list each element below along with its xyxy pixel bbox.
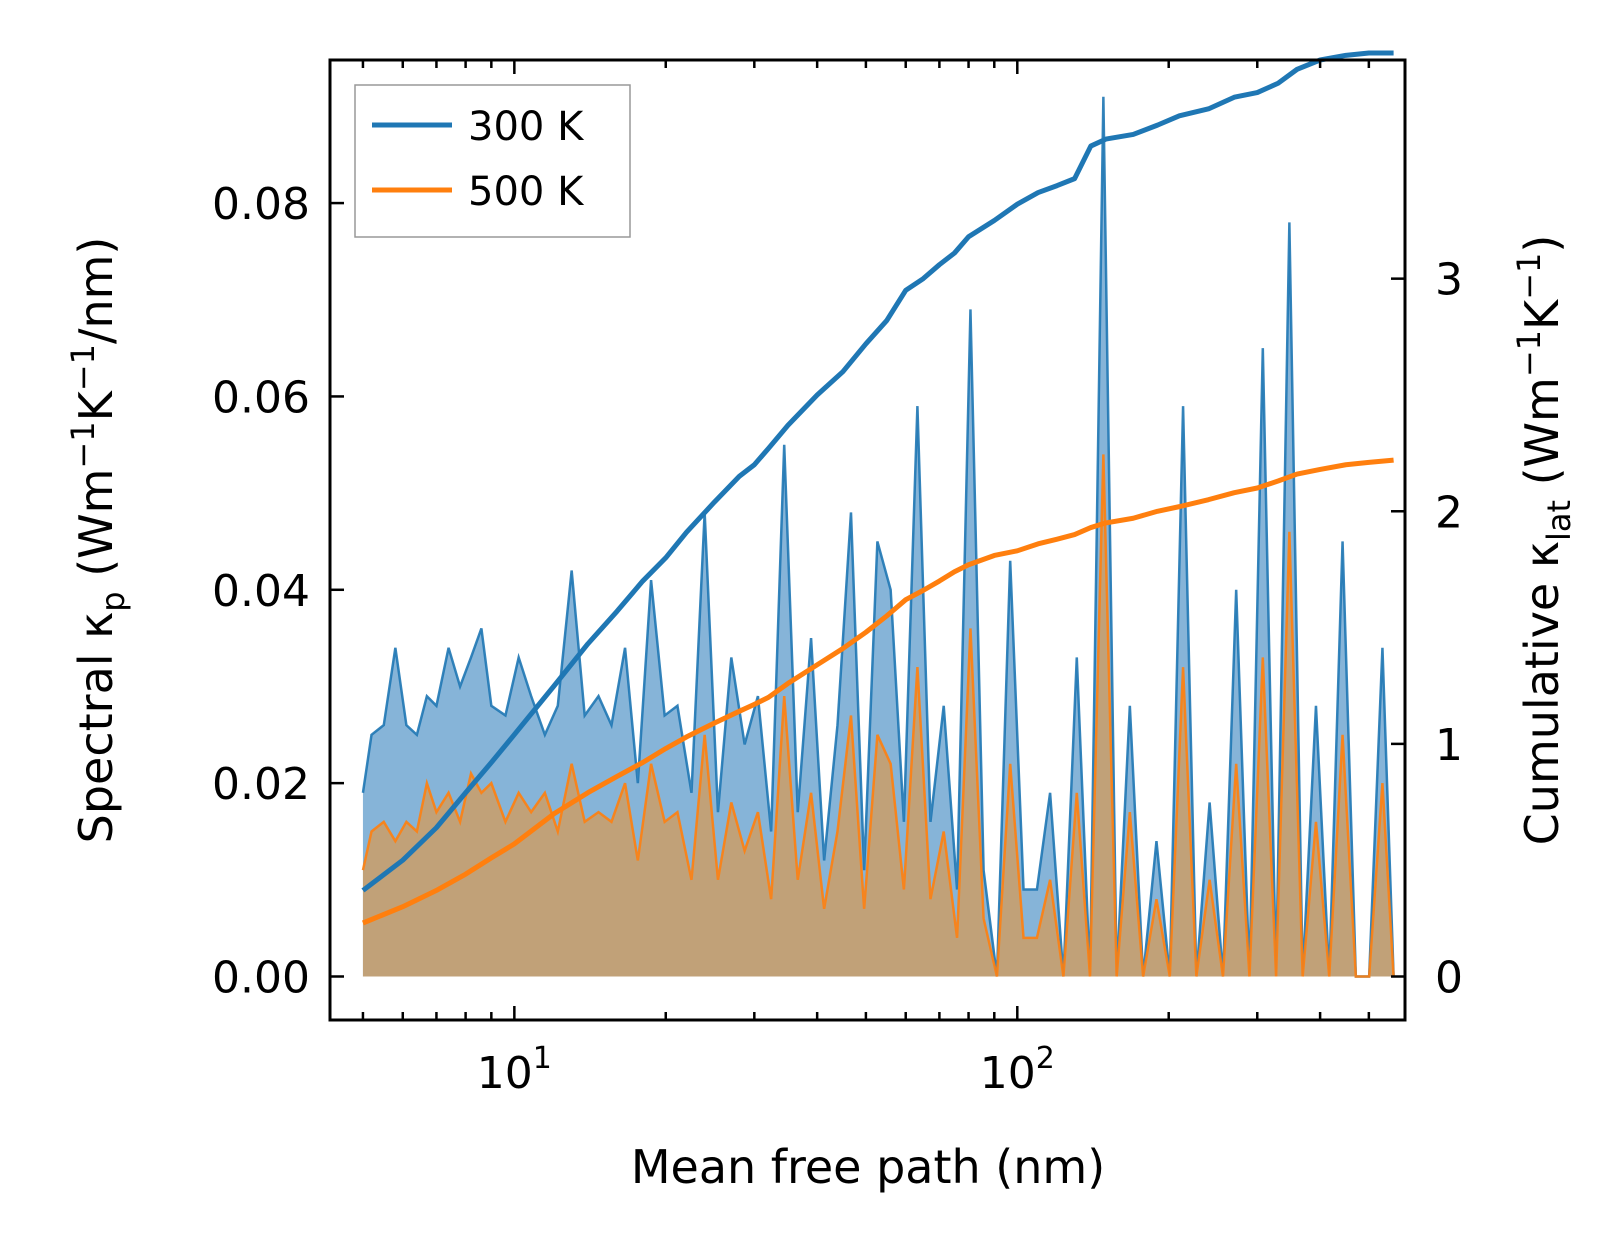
plot-area (361, 50, 1395, 978)
y-right-tick-label: 1 (1435, 720, 1463, 771)
y-left-tick-label: 0.04 (212, 566, 310, 617)
legend: 300 K 500 K (354, 84, 631, 238)
legend-label-300k: 300 K (468, 104, 585, 150)
y-right-tick-label: 3 (1435, 255, 1463, 306)
y-right-tick-label: 2 (1435, 487, 1463, 538)
x-tick-label: 102 (980, 1041, 1055, 1099)
y-left-tick-label: 0.00 (212, 952, 310, 1003)
x-tick-label: 101 (477, 1041, 552, 1099)
y-axis-label-right: Cumulative κlat (Wm−1K−1) (1510, 235, 1578, 846)
y-axis-label-left: Spectral κp (Wm−1K−1/nm) (64, 237, 132, 844)
spectral-area-300k (362, 96, 1394, 977)
plot-frame (328, 58, 1407, 1022)
cumulative-line-500k (361, 457, 1394, 926)
spectral-line-300k (361, 96, 1395, 978)
spectral-area-500k (362, 454, 1394, 977)
spectral-line-500k (361, 454, 1395, 978)
y-left-tick-label: 0.02 (212, 759, 310, 810)
y-left-tick-label: 0.06 (212, 372, 310, 423)
cumulative-line-300k (361, 50, 1394, 893)
y-right-tick-label: 0 (1435, 953, 1463, 1004)
legend-label-500k: 500 K (468, 169, 585, 215)
y-left-tick-label: 0.08 (212, 179, 310, 230)
x-axis-label: Mean free path (nm) (631, 1140, 1105, 1194)
legend-box (354, 84, 631, 238)
